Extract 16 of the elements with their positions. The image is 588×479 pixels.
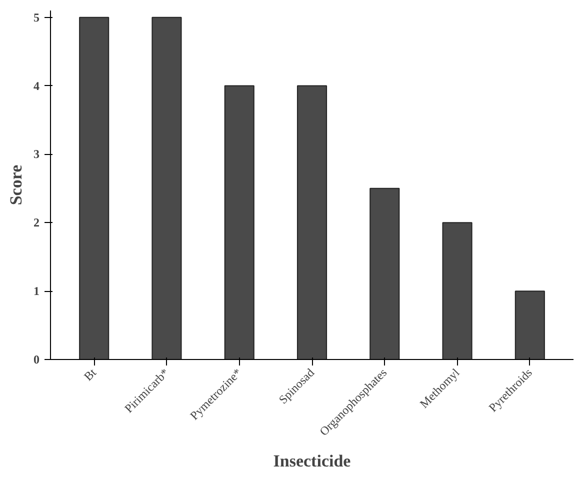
bar bbox=[79, 16, 110, 360]
bar bbox=[442, 222, 472, 360]
y-tick-label: 4 bbox=[34, 78, 40, 93]
y-tick-label: 5 bbox=[34, 10, 40, 24]
bar bbox=[152, 16, 182, 360]
bar bbox=[296, 85, 328, 360]
y-axis-title: Score bbox=[6, 164, 26, 206]
y-tick-label: 3 bbox=[34, 147, 40, 162]
y-tick-label: 1 bbox=[34, 284, 40, 298]
bar bbox=[514, 290, 545, 360]
x-tick-label: Bt bbox=[81, 365, 100, 384]
y-tick-label: 2 bbox=[34, 216, 40, 230]
bar bbox=[224, 85, 254, 360]
x-axis-title: Insecticide bbox=[273, 451, 352, 470]
y-tick-label: 0 bbox=[34, 352, 40, 366]
bar bbox=[370, 188, 400, 360]
